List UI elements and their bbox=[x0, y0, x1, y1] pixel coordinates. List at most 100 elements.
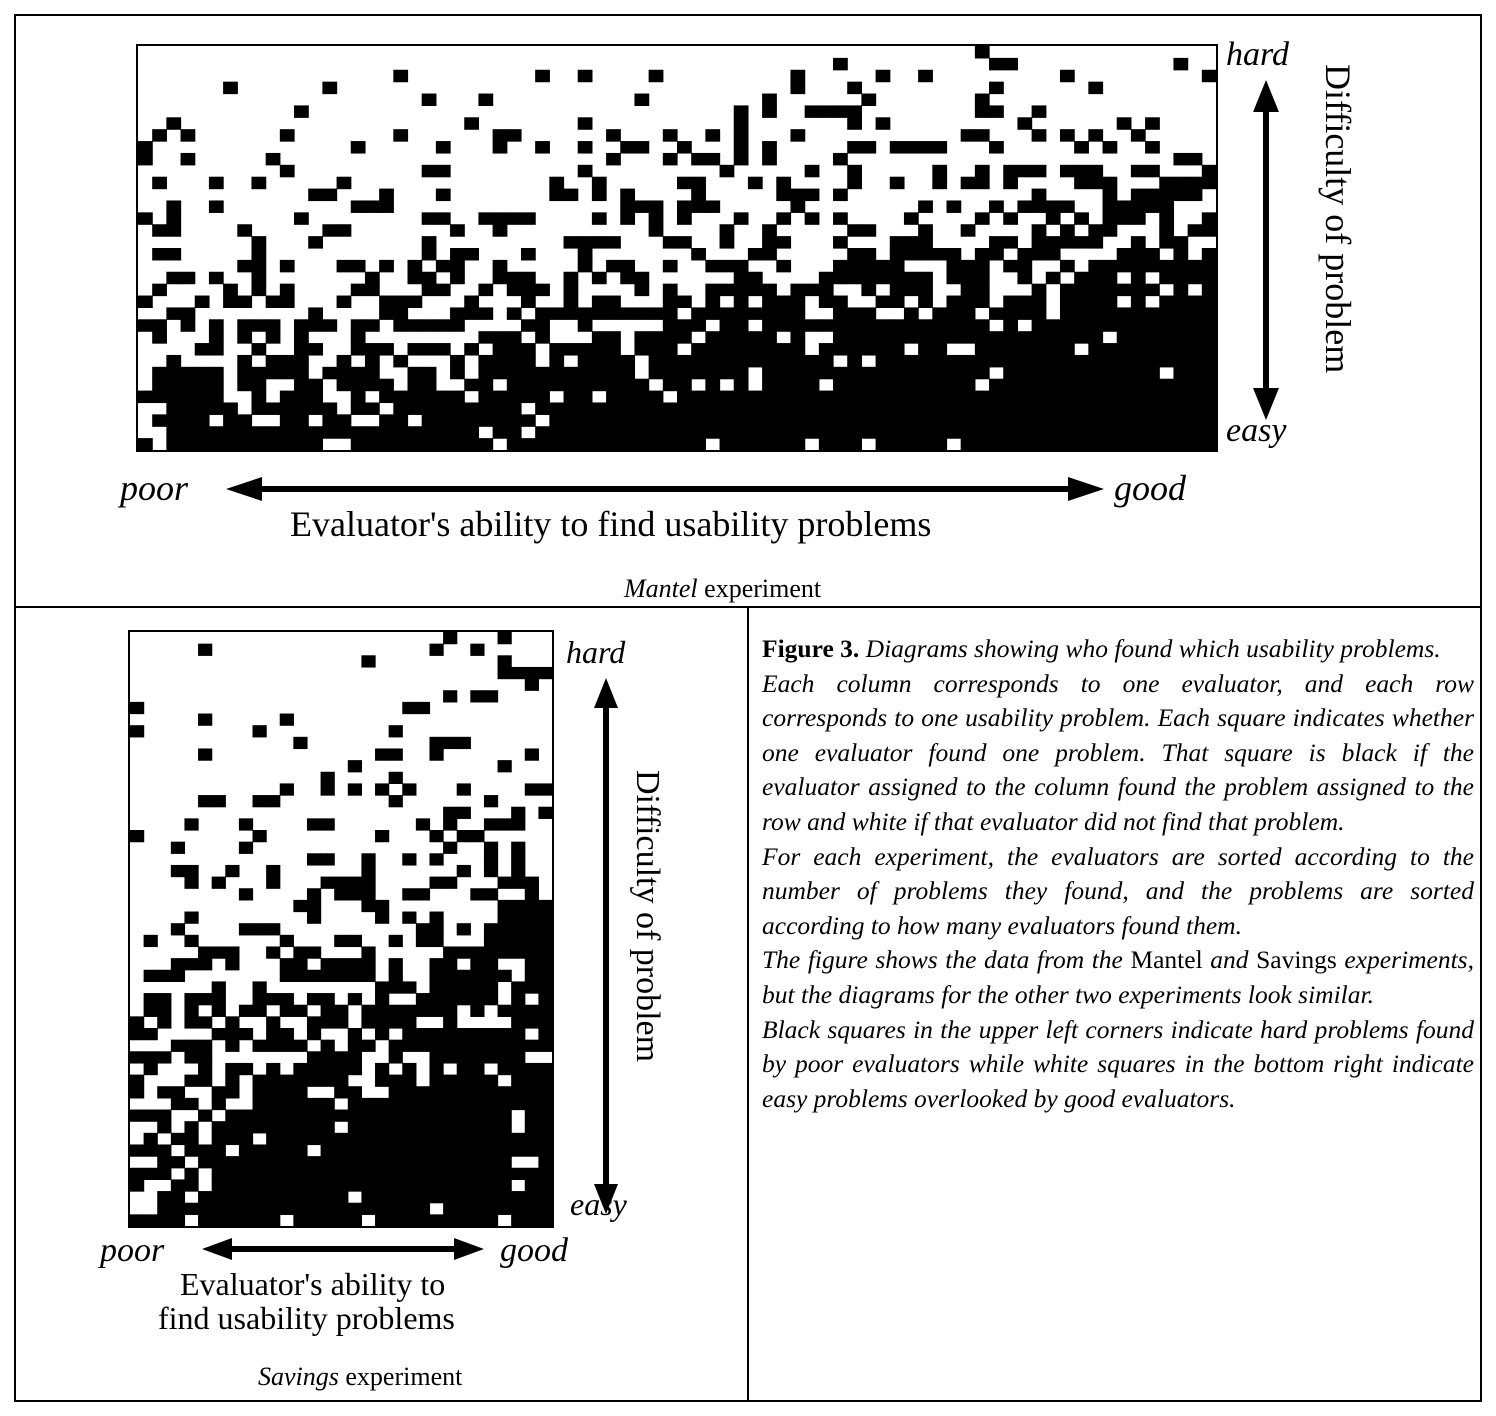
mantel-found-cell bbox=[648, 402, 664, 415]
mantel-found-cell bbox=[1102, 295, 1118, 309]
mantel-found-cell bbox=[974, 331, 990, 344]
mantel-found-cell bbox=[563, 236, 579, 249]
savings-found-cell bbox=[470, 690, 485, 703]
mantel-found-cell bbox=[974, 343, 990, 356]
mantel-found-cell bbox=[648, 307, 664, 320]
mantel-found-cell bbox=[1102, 366, 1118, 380]
mantel-found-cell bbox=[549, 402, 565, 415]
savings-found-cell bbox=[320, 1051, 335, 1064]
mantel-found-cell bbox=[719, 414, 735, 427]
mantel-found-cell bbox=[1045, 426, 1061, 439]
mantel-found-cell bbox=[833, 152, 848, 166]
caption-paragraph-1: Each column corresponds to one evaluator… bbox=[762, 668, 1474, 836]
savings-found-cell bbox=[361, 1144, 376, 1157]
savings-found-cell bbox=[306, 1167, 322, 1181]
mantel-found-cell bbox=[1003, 402, 1019, 415]
mantel-found-cell bbox=[421, 248, 437, 261]
savings-found-cell bbox=[388, 1121, 403, 1134]
mantel-found-cell bbox=[833, 438, 848, 450]
mantel-found-cell bbox=[279, 283, 295, 297]
mantel-found-cell bbox=[1116, 283, 1132, 297]
mantel-found-cell bbox=[1102, 271, 1118, 285]
savings-found-cell bbox=[293, 1062, 308, 1076]
savings-found-cell bbox=[511, 1144, 526, 1157]
savings-found-cell bbox=[252, 1039, 267, 1052]
mantel-found-cell bbox=[960, 390, 976, 404]
mantel-found-cell bbox=[903, 402, 919, 415]
savings-found-cell bbox=[306, 1156, 322, 1169]
savings-found-cell bbox=[456, 783, 471, 796]
mantel-found-cell bbox=[804, 366, 820, 380]
savings-found-cell bbox=[334, 1109, 349, 1122]
savings-found-cell bbox=[170, 958, 186, 971]
mantel-found-cell bbox=[790, 129, 806, 142]
mantel-found-cell bbox=[194, 295, 210, 309]
mantel-found-cell bbox=[464, 438, 480, 450]
mantel-found-cell bbox=[1201, 426, 1216, 439]
mantel-found-cell bbox=[1003, 378, 1019, 392]
savings-found-cell bbox=[320, 1109, 335, 1122]
mantel-found-cell bbox=[350, 426, 366, 439]
mantel-found-cell bbox=[989, 141, 1004, 154]
mantel-found-cell bbox=[223, 414, 238, 427]
savings-found-cell bbox=[279, 969, 294, 983]
mantel-found-cell bbox=[677, 414, 692, 427]
mantel-found-cell bbox=[577, 319, 593, 332]
savings-found-cell bbox=[347, 1167, 363, 1181]
mantel-found-cell bbox=[450, 438, 465, 450]
savings-found-cell bbox=[225, 1202, 240, 1215]
mantel-found-cell bbox=[279, 366, 295, 380]
mantel-found-cell bbox=[1031, 236, 1047, 249]
mantel-found-cell bbox=[265, 295, 281, 309]
savings-found-cell bbox=[497, 1202, 512, 1215]
mantel-found-cell bbox=[393, 319, 409, 332]
savings-found-cell bbox=[388, 1156, 403, 1169]
mantel-found-cell bbox=[1173, 378, 1189, 392]
mantel-found-cell bbox=[208, 378, 224, 392]
mantel-found-cell bbox=[1187, 426, 1203, 439]
mantel-found-cell bbox=[322, 366, 338, 380]
mantel-found-cell bbox=[705, 295, 721, 309]
savings-found-cell bbox=[130, 1214, 145, 1226]
mantel-found-cell bbox=[1159, 378, 1175, 392]
mantel-found-cell bbox=[350, 438, 366, 450]
mantel-found-cell bbox=[1031, 378, 1047, 392]
mantel-found-cell bbox=[1187, 390, 1203, 404]
mantel-found-cell bbox=[903, 141, 919, 154]
savings-found-cell bbox=[225, 1086, 240, 1099]
mantel-found-cell bbox=[1031, 200, 1047, 213]
mantel-found-cell bbox=[577, 259, 593, 273]
savings-found-cell bbox=[456, 993, 471, 1006]
mantel-found-cell bbox=[1031, 390, 1047, 404]
savings-label-hard: hard bbox=[566, 634, 626, 670]
savings-found-cell bbox=[143, 1109, 158, 1122]
mantel-found-cell bbox=[790, 331, 806, 344]
mantel-found-cell bbox=[932, 343, 948, 356]
savings-found-cell bbox=[538, 1028, 552, 1041]
savings-found-cell bbox=[157, 1086, 172, 1099]
savings-found-cell bbox=[470, 993, 485, 1006]
mantel-found-cell bbox=[946, 248, 962, 261]
savings-found-cell bbox=[130, 1086, 145, 1099]
mantel-found-cell bbox=[322, 402, 338, 415]
mantel-found-cell bbox=[960, 283, 976, 297]
mantel-found-cell bbox=[1201, 295, 1216, 309]
savings-found-cell bbox=[320, 1097, 335, 1111]
savings-found-cell bbox=[483, 1132, 499, 1146]
savings-found-cell bbox=[334, 1191, 349, 1204]
savings-found-cell bbox=[456, 1179, 471, 1192]
mantel-found-cell bbox=[1130, 248, 1146, 261]
mantel-found-cell bbox=[1201, 164, 1216, 178]
mantel-found-cell bbox=[1159, 224, 1175, 237]
savings-found-cell bbox=[198, 1144, 213, 1157]
mantel-found-cell bbox=[776, 259, 792, 273]
mantel-found-cell bbox=[364, 343, 380, 356]
mantel-found-cell bbox=[393, 402, 409, 415]
savings-found-cell bbox=[143, 1051, 158, 1064]
mantel-found-cell bbox=[733, 117, 749, 130]
mantel-found-cell bbox=[833, 426, 848, 439]
savings-found-cell bbox=[198, 958, 213, 971]
mantel-found-cell bbox=[506, 414, 522, 427]
savings-found-cell bbox=[415, 1202, 431, 1215]
mantel-found-cell bbox=[520, 319, 536, 332]
